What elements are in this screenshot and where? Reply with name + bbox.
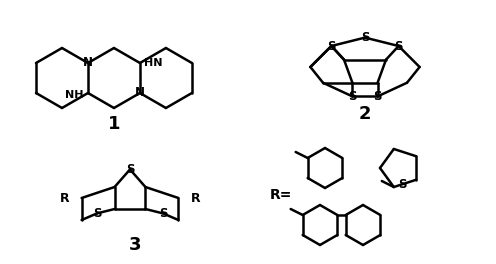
Text: N: N xyxy=(135,87,145,100)
Text: S: S xyxy=(93,207,101,220)
Text: HN: HN xyxy=(144,58,163,68)
Text: R: R xyxy=(190,191,200,205)
Text: S: S xyxy=(159,207,167,220)
Text: S: S xyxy=(394,40,403,53)
Text: 3: 3 xyxy=(129,235,141,254)
Text: S: S xyxy=(126,163,134,176)
Text: S: S xyxy=(348,90,357,103)
Text: NH: NH xyxy=(65,90,84,100)
Text: S: S xyxy=(327,40,336,53)
Text: S: S xyxy=(361,31,369,44)
Text: 2: 2 xyxy=(359,105,371,123)
Text: R=: R= xyxy=(270,188,292,202)
Text: N: N xyxy=(83,56,93,69)
Text: S: S xyxy=(373,90,382,103)
Text: S: S xyxy=(398,178,406,191)
Text: 1: 1 xyxy=(108,115,120,133)
Text: R: R xyxy=(60,191,69,205)
